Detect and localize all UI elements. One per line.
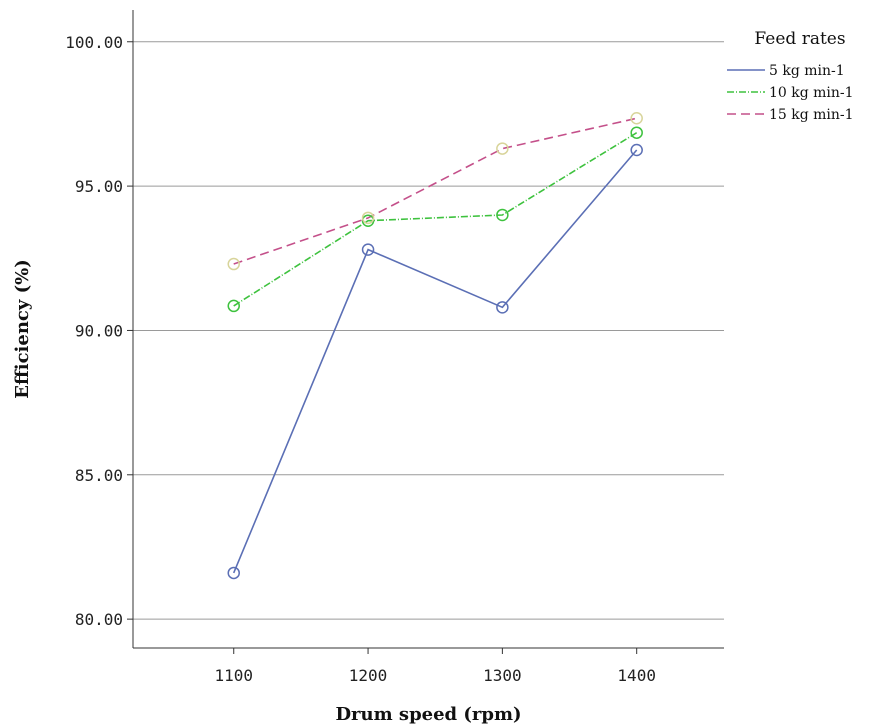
- data-point: [227, 257, 240, 271]
- data-point: [496, 208, 509, 222]
- x-tick-label: 1400: [617, 666, 656, 685]
- legend: Feed rates 5 kg min-1 10 kg min-1 15 kg mi…: [727, 29, 854, 123]
- data-point: [361, 243, 375, 256]
- x-ticks: 1100 1200 1300 1400: [214, 648, 656, 685]
- series-line: [233, 117, 637, 265]
- gridlines: [133, 41, 724, 620]
- data-point: [630, 112, 643, 125]
- data-point: [630, 143, 643, 157]
- x-tick-label: 1300: [483, 666, 522, 685]
- y-tick-label: 90.00: [75, 321, 123, 340]
- series-line: [232, 149, 638, 574]
- y-axis-title: Efficiency (%): [12, 259, 33, 399]
- y-ticks: 80.00 85.00 90.00 95.00 100.00: [65, 33, 133, 629]
- data-point: [227, 299, 240, 313]
- data-point: [630, 126, 643, 139]
- series-lines: [232, 117, 638, 574]
- y-tick-label: 80.00: [75, 610, 123, 629]
- data-point: [496, 142, 509, 155]
- x-axis-title: Drum speed (rpm): [335, 704, 521, 725]
- y-tick-label: 95.00: [75, 177, 123, 196]
- series-markers: [227, 112, 643, 580]
- y-tick-label: 100.00: [65, 33, 123, 52]
- axes: [132, 10, 724, 649]
- data-point: [227, 566, 240, 580]
- legend-label: 15 kg min-1: [769, 107, 854, 123]
- x-tick-label: 1100: [214, 666, 253, 685]
- x-tick-label: 1200: [349, 666, 388, 685]
- legend-title: Feed rates: [754, 29, 845, 49]
- series-line: [233, 132, 638, 307]
- data-point: [361, 211, 375, 225]
- legend-label: 10 kg min-1: [769, 85, 854, 101]
- data-point: [496, 301, 509, 314]
- legend-items: 5 kg min-1 10 kg min-1 15 kg min-1: [727, 63, 854, 123]
- legend-label: 5 kg min-1: [769, 63, 845, 79]
- y-tick-label: 85.00: [75, 466, 123, 485]
